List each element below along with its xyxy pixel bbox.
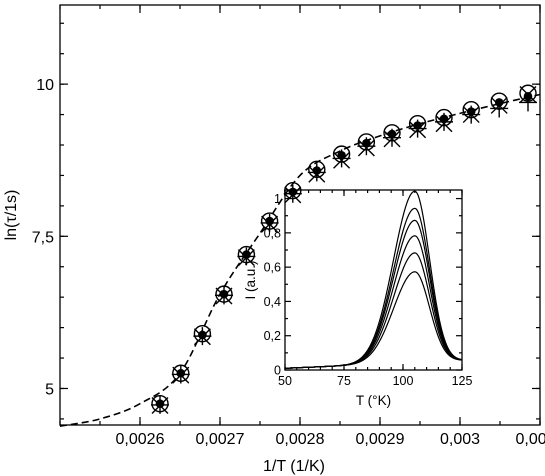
inset-x-tick-label: 100 — [393, 374, 414, 388]
inset-x-axis-title: T (°K) — [356, 393, 391, 408]
plus-point — [171, 365, 190, 384]
plus-point — [408, 119, 427, 138]
plus-point — [490, 99, 509, 118]
y-axis-title: ln(τ/1s) — [3, 190, 20, 241]
plus-point — [151, 395, 169, 414]
y-tick-label: 10 — [36, 77, 54, 94]
x-tick-label: 0,0031 — [516, 431, 545, 448]
inset-peak-curve — [284, 271, 463, 369]
x-axis-title: 1/T (1/K) — [263, 458, 325, 475]
plus-point — [462, 105, 481, 124]
plus-point — [193, 327, 212, 346]
x-tick-label: 0,0027 — [196, 431, 245, 448]
inset-y-tick-label: 0 — [274, 364, 281, 378]
inset-plot: 50 75 100 125 0 0,2 0,4 0,6 0,8 1 T (°K) I (a.u.) — [243, 189, 473, 408]
inset-y-axis-title: I (a.u.) — [243, 260, 258, 299]
inset-frame — [284, 189, 463, 371]
plus-point — [283, 184, 302, 203]
inset-x-tick-label: 125 — [452, 374, 473, 388]
inset-y-tick-label: 0,8 — [264, 226, 281, 240]
inset-y-tick-label: 1 — [274, 192, 281, 206]
plus-point — [260, 213, 279, 232]
inset-x-tick-label: 75 — [337, 374, 351, 388]
plus-point — [332, 149, 351, 168]
fit-curve — [59, 93, 541, 428]
x-tick-label: 0,0029 — [356, 431, 405, 448]
plus-point — [307, 163, 326, 182]
x-tick-label: 0,0026 — [116, 431, 165, 448]
inset-y-tick-label: 0,6 — [264, 261, 281, 275]
plus-point — [435, 112, 453, 131]
inset-x-tick-label: 50 — [278, 374, 292, 388]
x-tick-label: 0,003 — [440, 431, 480, 448]
plus-point — [383, 128, 401, 147]
plus-point — [357, 137, 376, 156]
y-tick-label: 7,5 — [32, 229, 54, 246]
plus-point — [237, 247, 256, 266]
plus-point — [519, 93, 537, 112]
inset-y-tick-label: 0,2 — [264, 329, 281, 343]
y-tick-label: 5 — [45, 381, 54, 398]
inset-y-tick-label: 0,4 — [264, 295, 281, 309]
plus-point — [215, 286, 233, 305]
x-tick-label: 0,0028 — [276, 431, 325, 448]
main-plot-frame — [59, 4, 541, 426]
